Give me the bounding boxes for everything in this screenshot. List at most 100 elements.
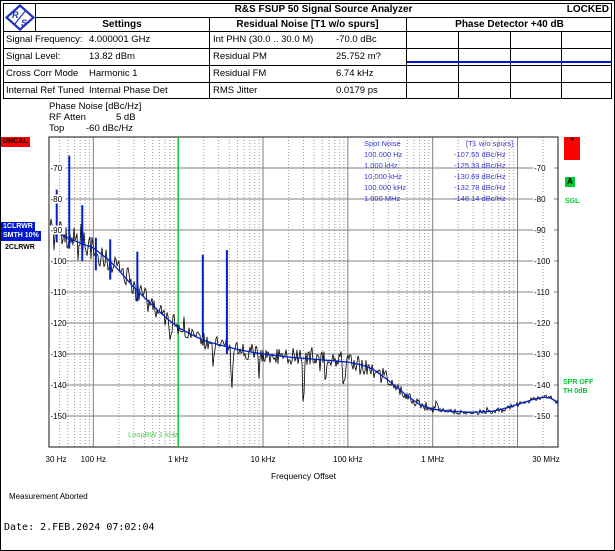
y-tick-label-right: -80 [534, 195, 546, 204]
rf-atten-label: RF Atten [49, 112, 86, 123]
y-tick-label-left: -80 [51, 195, 63, 204]
x-tick-label: 30 MHz [532, 455, 560, 464]
x-tick-label: 1 MHz [421, 455, 444, 464]
y-tick-label-right: -140 [534, 381, 551, 390]
x-tick-label: 10 kHz [251, 455, 276, 464]
uncal-flag: UNCAL [1, 137, 30, 147]
setting-label: Signal Frequency: [6, 34, 83, 45]
average-flag: A [565, 177, 575, 187]
trace2-mode-flag: 2CLRWR [5, 244, 35, 251]
header-divider [3, 31, 612, 32]
date-line: Date: 2.FEB.2024 07:02:04 [4, 522, 155, 533]
header-divider [3, 82, 612, 83]
residual-value: 6.74 kHz [336, 68, 374, 79]
spot-noise-value: -130.69 dBc/Hz [454, 172, 506, 181]
y-tick-label-right: -100 [534, 257, 551, 266]
svg-text:R: R [12, 10, 19, 20]
setting-value: Harmonic 1 [89, 68, 138, 79]
trace1-smoothing-flag: SMTH 10% [1, 231, 41, 241]
residual-label: Int PHN (30.0 .. 30.0 M) [213, 34, 314, 45]
residual-value: 0.0179 ps [336, 85, 378, 96]
rs-logo-icon: R S [5, 4, 35, 31]
header-divider [35, 17, 612, 18]
svg-text:S: S [21, 18, 27, 28]
plot-grid [48, 136, 559, 448]
single-sweep-flag: SGL [565, 198, 580, 205]
residual-label: RMS Jitter [213, 85, 258, 96]
x-tick-label: 1 kHz [168, 455, 188, 464]
y-tick-label-left: -90 [51, 226, 63, 235]
y-tick-label-left: -110 [51, 288, 67, 297]
y-tick-label-left: -130 [51, 350, 68, 359]
spot-noise-value: -148.14 dBc/Hz [454, 194, 506, 203]
plot-title: Phase Noise [dBc/Hz] [49, 101, 142, 112]
spur-lines [55, 155, 228, 354]
spot-noise-freq: 1.000 kHz [364, 161, 398, 170]
x-tick-label: 100 kHz [333, 455, 362, 464]
spur-off-flag: SPR OFF [563, 379, 594, 386]
header-divider [35, 3, 36, 31]
y-tick-label-right: -150 [534, 412, 551, 421]
y-tick-label-right: -70 [534, 164, 546, 173]
spot-noise-freq: 10.000 kHz [364, 172, 402, 181]
residual-label: Residual PM [213, 51, 267, 62]
trace2-raw [48, 218, 559, 416]
header-table-border [3, 3, 612, 99]
setting-label: Signal Level: [6, 51, 61, 62]
spot-noise-table: Spot Noise [T1 w/o spurs] 100.000 Hz -107.5… [364, 139, 513, 203]
x-axis-title: Frequency Offset [271, 471, 337, 481]
setting-value: Internal Phase Det [89, 85, 168, 96]
setting-value: 13.82 dBm [89, 51, 135, 62]
section-title-phase-detector: Phase Detector +40 dB [455, 19, 564, 30]
spot-noise-value: -132.78 dBc/Hz [454, 183, 506, 192]
header-divider [3, 65, 612, 66]
status-message: Measurement Aborted [9, 492, 88, 501]
y-tick-label-left: -140 [51, 381, 68, 390]
header-divider [209, 17, 210, 99]
lock-status: LOCKED [566, 4, 609, 15]
header-divider [3, 48, 612, 49]
top-level-label: Top [49, 123, 65, 134]
x-tick-label: 30 Hz [46, 455, 67, 464]
spot-noise-freq: 1.000 MHz [364, 194, 401, 203]
window-title: R&S FSUP 50 Signal Source Analyzer [234, 4, 413, 15]
detector-level-line [407, 61, 612, 63]
section-title-settings: Settings [102, 19, 142, 30]
y-tick-label-right: -90 [534, 226, 546, 235]
y-tick-label-right: -120 [534, 319, 551, 328]
y-tick-label-left: -120 [51, 319, 68, 328]
detector-grid-line [458, 31, 459, 99]
spot-noise-value: -125.33 dBc/Hz [454, 161, 506, 170]
x-axis-labels: 30 Hz 100 Hz 1 kHz 10 kHz 100 kHz 1 MHz 30 MHz [46, 455, 560, 464]
spot-noise-freq: 100.000 Hz [364, 150, 403, 159]
setting-value: 4.000001 GHz [89, 34, 151, 45]
y-tick-label-right: -130 [534, 350, 551, 359]
detector-grid-line [561, 31, 562, 99]
spot-noise-value: -107.55 dBc/Hz [454, 150, 506, 159]
marker-star-flag: * [564, 137, 580, 160]
residual-value: -70.0 dBc [336, 34, 377, 45]
y-axis-labels: -70 -70 -80 -80 -90 -90 -100 -100 -110 -110 -120 -1… [49, 163, 554, 421]
residual-label: Residual FM [213, 68, 267, 79]
spot-noise-title: Spot Noise [364, 139, 401, 148]
y-tick-label-left: -100 [51, 257, 68, 266]
residual-value: 25.752 m? [336, 51, 381, 62]
y-tick-label-left: -150 [51, 412, 68, 421]
spot-noise-freq: 100.000 kHz [364, 183, 406, 192]
spot-noise-trace-ref: [T1 w/o spurs] [466, 139, 513, 148]
threshold-flag: TH 0dB [563, 388, 588, 395]
x-tick-label: 100 Hz [81, 455, 106, 464]
detector-grid-line [510, 31, 511, 99]
rf-atten-value: 5 dB [116, 112, 136, 123]
y-tick-label-left: -70 [51, 164, 63, 173]
trace1-mode-flag: 1CLRWR [1, 222, 35, 232]
trace1-smoothed [48, 227, 559, 413]
loopbw-label: LoopBW 1 kHz [128, 430, 178, 439]
setting-label: Cross Corr Mode [6, 68, 79, 79]
header-divider [406, 17, 407, 99]
section-title-residual-noise: Residual Noise [T1 w/o spurs] [236, 19, 379, 30]
top-level-value: -60 dBc/Hz [86, 123, 133, 134]
setting-label: Internal Ref Tuned [6, 85, 85, 96]
